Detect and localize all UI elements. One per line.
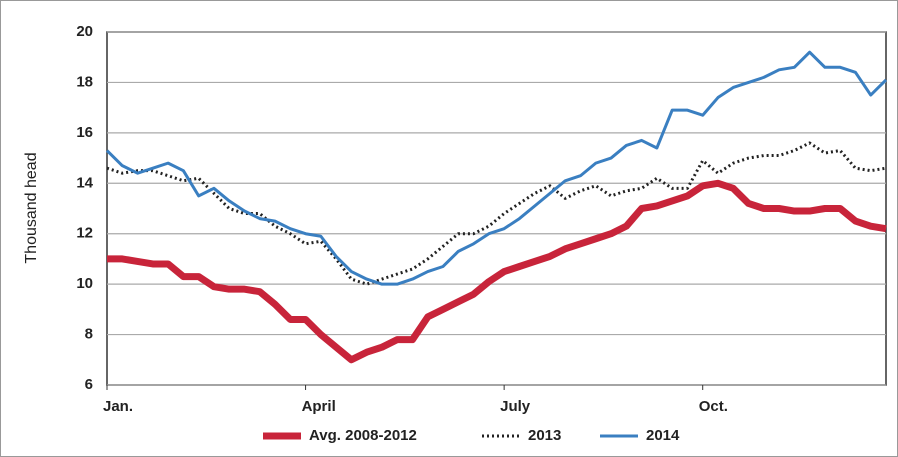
- y-axis-label: Thousand head: [23, 152, 40, 263]
- line-series: [105, 50, 888, 286]
- x-tick-label: April: [302, 398, 336, 415]
- y-tick-label: 10: [76, 275, 93, 292]
- x-tick-label: Jan.: [103, 398, 133, 415]
- line-series: [106, 141, 887, 286]
- y-tick-label: 8: [85, 326, 93, 343]
- y-tick-label: 14: [76, 174, 93, 191]
- y-tick-label: 16: [76, 124, 93, 141]
- legend-label: 2014: [646, 427, 680, 444]
- legend-label: Avg. 2008-2012: [309, 427, 417, 444]
- y-tick-label: 18: [76, 73, 93, 90]
- y-tick-label: 12: [76, 225, 93, 242]
- line-series: [107, 179, 887, 364]
- legend-label: 2013: [528, 427, 561, 444]
- y-tick-label: 6: [85, 376, 93, 393]
- y-tick-label: 20: [76, 23, 93, 40]
- x-tick-label: July: [500, 398, 531, 415]
- x-tick-label: Oct.: [699, 398, 728, 415]
